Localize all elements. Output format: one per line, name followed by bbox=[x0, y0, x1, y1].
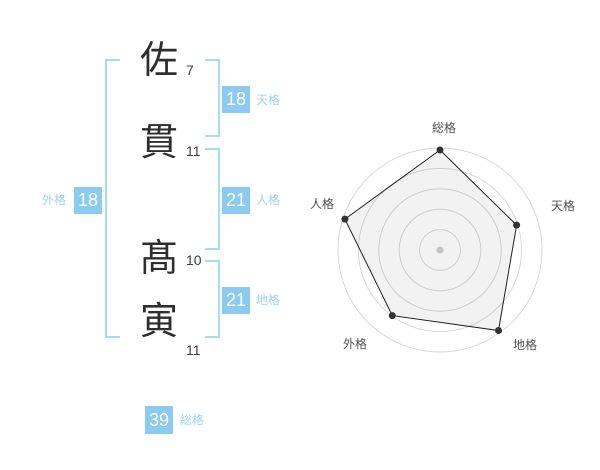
radar-axis-label: 天格 bbox=[551, 198, 575, 213]
radar-ring bbox=[378, 188, 502, 312]
jinkaku-label: 人格 bbox=[256, 193, 281, 207]
radar-point bbox=[388, 312, 396, 320]
jinkaku-bracket bbox=[205, 148, 220, 250]
tenkaku-bracket bbox=[205, 59, 220, 137]
chikaku-bracket bbox=[205, 260, 220, 338]
tenkaku-label: 天格 bbox=[256, 93, 281, 107]
radar-point bbox=[513, 221, 521, 229]
gaikaku-label: 外格 bbox=[42, 193, 67, 207]
soukaku-value-badge: 39 bbox=[145, 406, 173, 434]
jinkaku-value-badge: 21 bbox=[222, 187, 250, 214]
radar-ring bbox=[357, 167, 523, 333]
gaikaku-value-badge: 18 bbox=[74, 187, 102, 214]
tenkaku-value-badge: 18 bbox=[222, 86, 250, 113]
stroke-count-4: 11 bbox=[186, 342, 201, 358]
stroke-count-2: 11 bbox=[186, 143, 201, 159]
radar-point bbox=[341, 215, 349, 223]
radar-ring bbox=[419, 229, 461, 271]
gaikaku-bracket bbox=[105, 59, 120, 338]
name-char-1: 佐 bbox=[139, 40, 178, 82]
radar-ring bbox=[398, 208, 482, 292]
radar-axis-label: 外格 bbox=[343, 336, 367, 351]
stroke-count-1: 7 bbox=[186, 62, 194, 78]
radar-center-dot bbox=[436, 246, 444, 254]
name-char-2: 貫 bbox=[139, 122, 178, 164]
chikaku-label: 地格 bbox=[256, 293, 281, 307]
radar-point bbox=[436, 146, 444, 154]
radar-axis-label: 総格 bbox=[432, 120, 456, 135]
chikaku-value-badge: 21 bbox=[222, 287, 250, 314]
radar-axis-label: 人格 bbox=[310, 196, 334, 211]
name-char-4: 寅 bbox=[139, 301, 178, 343]
soukaku-label: 総格 bbox=[180, 413, 205, 427]
stroke-count-3: 10 bbox=[186, 252, 202, 268]
radar-polygon bbox=[344, 149, 518, 332]
radar-axis-label: 地格 bbox=[513, 337, 537, 352]
name-char-3: 髙 bbox=[139, 238, 178, 280]
radar-point bbox=[495, 327, 502, 334]
